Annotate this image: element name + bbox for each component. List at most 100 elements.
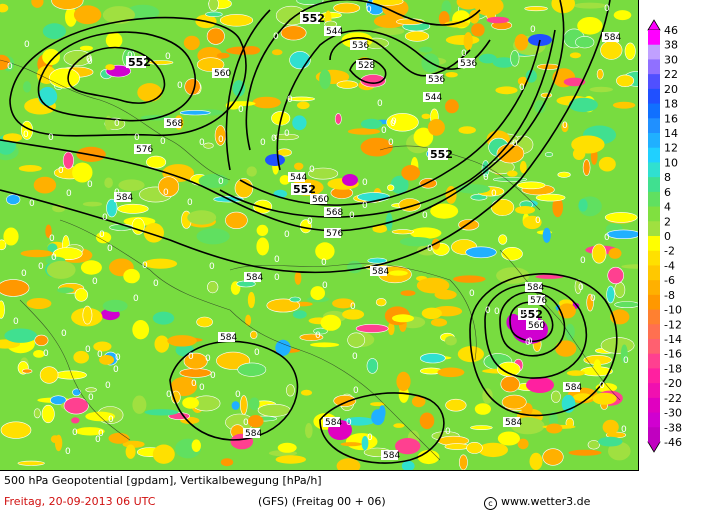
zero-label: 0 — [113, 365, 119, 375]
field-blob — [598, 156, 616, 172]
field-blob — [495, 86, 518, 95]
field-blob — [401, 165, 421, 181]
zero-label: 0 — [38, 262, 44, 272]
site-link[interactable]: www.wetter3.de — [501, 495, 591, 508]
field-blob — [551, 0, 575, 14]
field-blob — [501, 247, 523, 261]
contour-label: 584 — [245, 429, 262, 439]
field-blob — [234, 178, 254, 199]
field-blob — [237, 362, 267, 377]
field-blob — [474, 403, 491, 415]
weather-map: 552 552 552 552 552 560 560 560 568 568 576 576 576 5… — [0, 0, 639, 471]
contour-low-east-552 — [509, 301, 554, 342]
contour-label-bg — [381, 450, 398, 460]
contour-label: 560 — [312, 195, 329, 205]
legend-swatch — [648, 103, 660, 119]
legend-label: 30 — [664, 53, 678, 66]
field-blob — [250, 330, 258, 340]
field-blob — [158, 176, 180, 197]
zero-label: 0 — [307, 217, 313, 227]
zero-label: 0 — [218, 177, 224, 187]
field-blob — [275, 455, 306, 464]
zero-label: 0 — [24, 40, 30, 50]
field-blob — [515, 206, 535, 214]
field-core — [265, 154, 285, 166]
field-blob — [42, 48, 60, 66]
field-blob — [386, 113, 419, 132]
contour-label-bg — [503, 417, 520, 427]
field-blob — [500, 375, 520, 393]
copyright[interactable]: c www.wetter3.de — [484, 495, 590, 510]
map-background — [0, 0, 638, 470]
zero-label: 0 — [114, 188, 120, 198]
field-blob — [333, 2, 361, 14]
zero-label: 0 — [235, 390, 241, 400]
legend-label: 14 — [664, 127, 678, 140]
field-blob — [496, 267, 530, 284]
field-blob — [430, 318, 448, 327]
field-blob — [395, 438, 421, 455]
field-blob — [510, 50, 520, 67]
field-blob — [33, 350, 45, 358]
zero-label: 0 — [127, 51, 133, 61]
field-blob — [93, 341, 112, 352]
field-blob — [319, 69, 331, 90]
contour-label: 568 — [166, 119, 183, 129]
field-blob — [154, 335, 170, 353]
field-blob — [624, 42, 636, 61]
field-blob — [273, 133, 299, 141]
legend-swatch — [648, 397, 660, 414]
field-blob — [198, 173, 229, 189]
field-blob — [466, 441, 483, 454]
field-blob — [310, 342, 340, 348]
contour-low-east-584 — [469, 273, 618, 417]
contour-label-bg — [350, 40, 367, 50]
field-blob — [108, 432, 130, 444]
contour-label: 536 — [460, 59, 477, 69]
zero-label: 0 — [51, 253, 57, 263]
contour-label-bg — [134, 144, 151, 154]
zero-label: 0 — [367, 433, 373, 443]
field-blob — [63, 397, 89, 415]
zero-label: 0 — [92, 277, 98, 287]
legend-swatch — [648, 147, 660, 163]
zero-label: 0 — [512, 139, 518, 149]
field-blob — [498, 234, 508, 245]
field-blob — [555, 340, 577, 357]
field-blob — [517, 438, 529, 450]
legend-label: 46 — [664, 24, 678, 37]
field-blob — [388, 270, 408, 276]
field-blob — [63, 50, 92, 67]
legend-swatch — [648, 280, 660, 296]
legend-bottom-arrow — [647, 441, 661, 453]
field-blob — [421, 113, 431, 120]
zero-label: 0 — [461, 49, 467, 59]
field-blob — [0, 421, 32, 439]
field-blob — [540, 92, 553, 98]
contour-label: 576 — [530, 296, 547, 306]
legend-swatch — [648, 162, 660, 178]
field-blob — [332, 298, 355, 309]
legend-label: -4 — [664, 259, 675, 272]
field-blob — [72, 388, 81, 397]
field-core — [342, 174, 358, 186]
legend-label: 6 — [664, 186, 671, 199]
contour-584 — [0, 0, 611, 274]
field-blob — [404, 30, 430, 42]
zero-label: 0 — [353, 386, 359, 396]
field-blob — [4, 328, 37, 343]
field-blob — [17, 460, 45, 466]
legend-swatch — [648, 294, 660, 311]
contour-label: 552 — [128, 56, 151, 69]
legend-label: 8 — [664, 171, 671, 184]
field-blob — [152, 444, 175, 464]
field-blob — [568, 449, 602, 456]
zero-label: 0 — [349, 211, 355, 221]
legend-label: -38 — [664, 421, 682, 434]
field-blob — [411, 395, 426, 408]
field-blob — [42, 23, 66, 40]
contour-label-bg — [526, 320, 543, 330]
field-blob — [85, 387, 97, 393]
contour-label: 576 — [326, 229, 343, 239]
field-blob — [593, 359, 602, 375]
